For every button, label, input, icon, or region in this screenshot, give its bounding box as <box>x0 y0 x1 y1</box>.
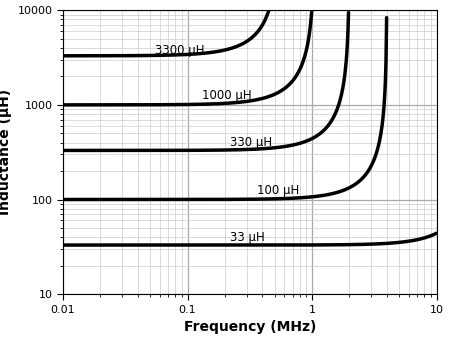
Text: 3300 μH: 3300 μH <box>155 43 205 56</box>
Text: 33 μH: 33 μH <box>230 231 265 244</box>
Text: 330 μH: 330 μH <box>230 136 272 149</box>
Y-axis label: Inductance (μH): Inductance (μH) <box>0 89 12 215</box>
Text: 1000 μH: 1000 μH <box>202 89 251 102</box>
Text: 100 μH: 100 μH <box>257 184 299 197</box>
X-axis label: Frequency (MHz): Frequency (MHz) <box>184 320 316 334</box>
